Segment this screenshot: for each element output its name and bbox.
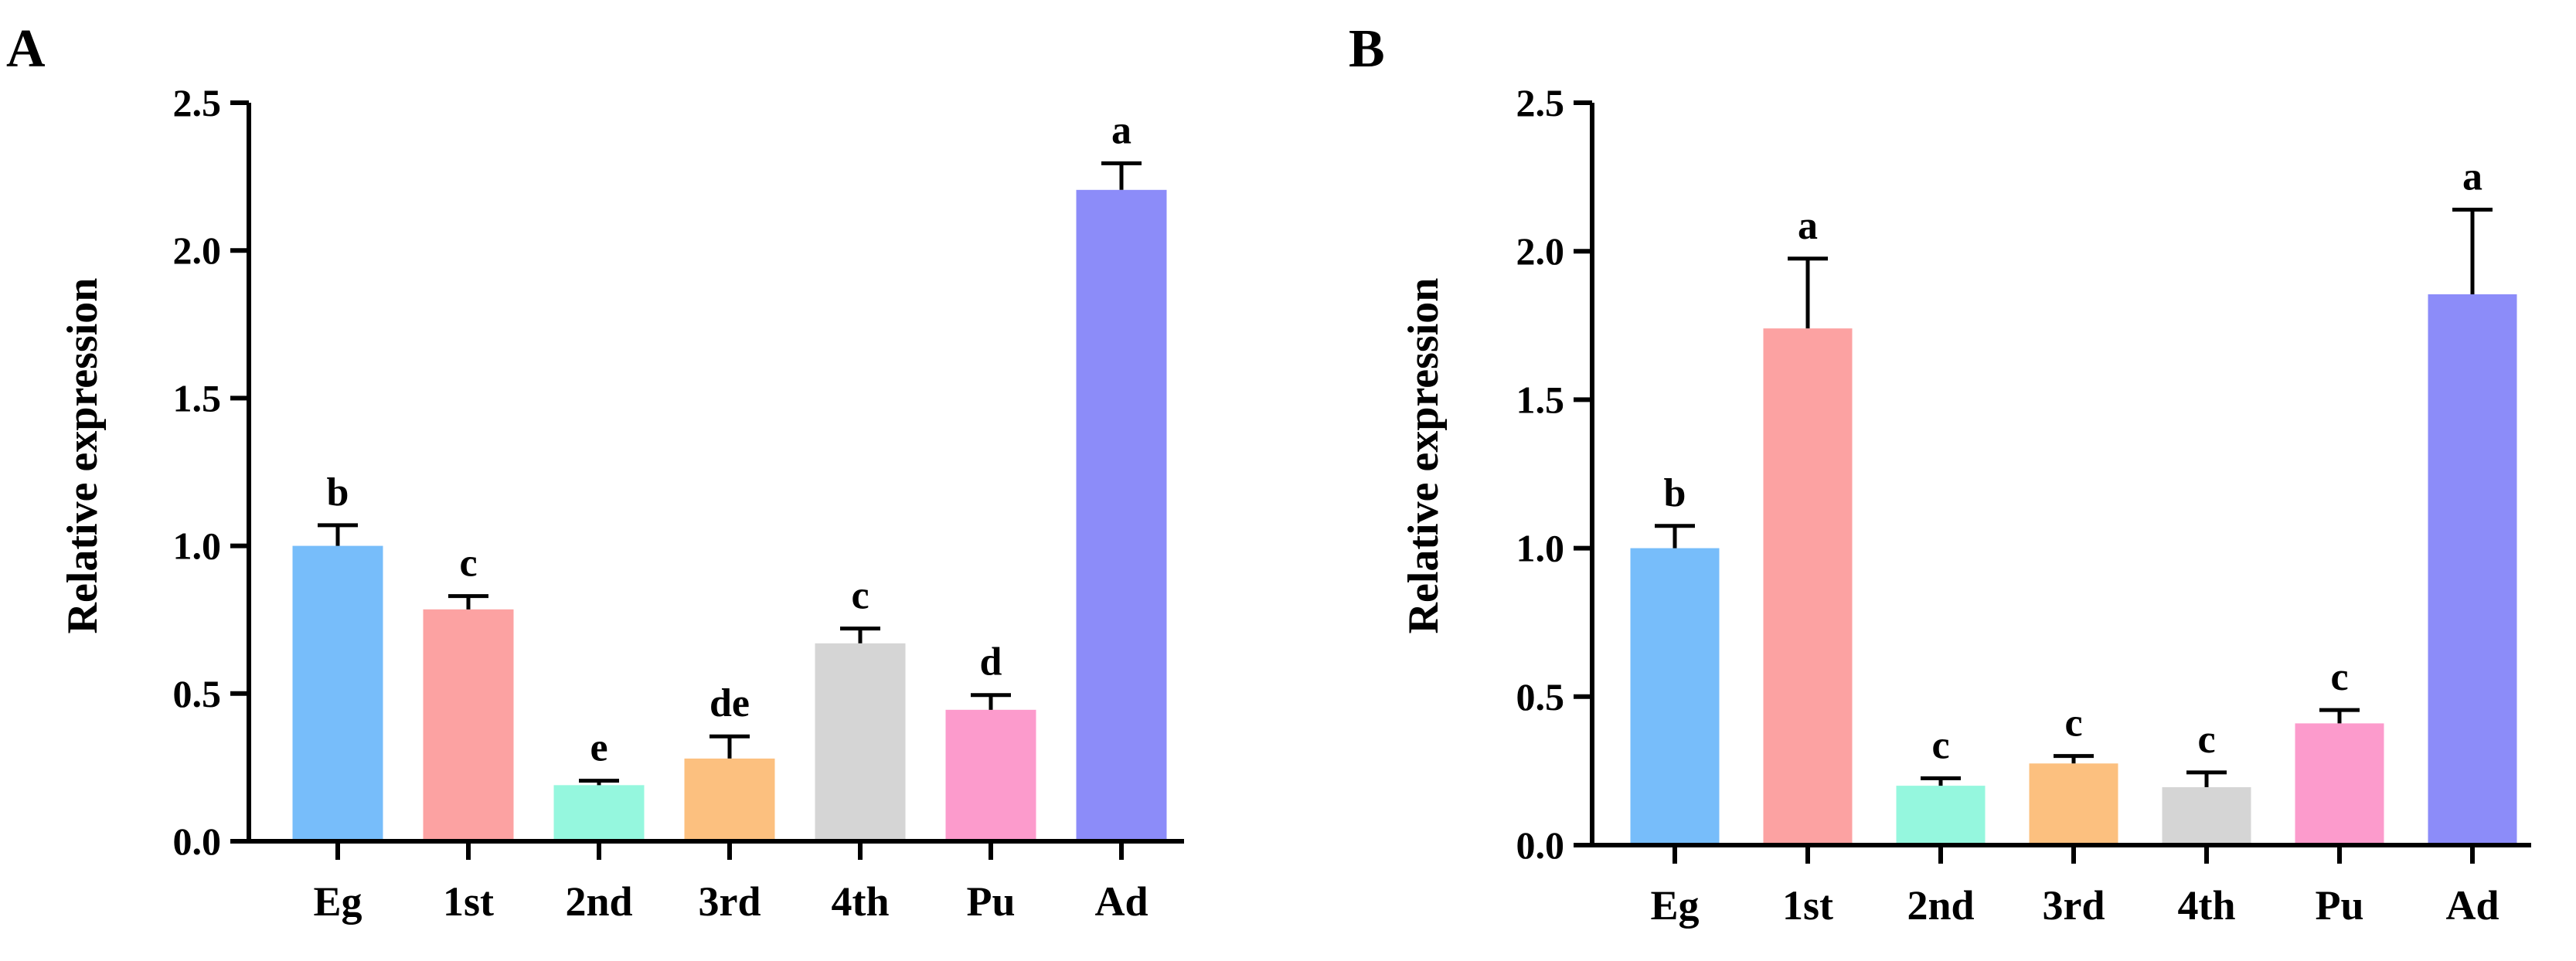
y-tick-label: 1.5: [1516, 378, 1565, 421]
x-tick-label: 1st: [443, 878, 494, 925]
bar-2nd: [1896, 786, 1986, 845]
error-bar: [2452, 207, 2493, 294]
significance-label: c: [851, 574, 869, 618]
panel-label: B: [1349, 19, 1385, 79]
error-bar: [971, 693, 1011, 710]
y-tick-label: 0.0: [173, 820, 222, 863]
bar-1st: [1763, 328, 1853, 845]
error-bar: [579, 779, 619, 786]
bar-eg: [292, 545, 383, 841]
bar-4th: [815, 643, 906, 841]
y-tick-label: 1.0: [173, 525, 222, 568]
x-tick-label: 3rd: [2043, 882, 2105, 929]
x-tick-label: 2nd: [565, 878, 632, 925]
y-tick-label: 1.0: [1516, 527, 1565, 570]
significance-label: e: [590, 726, 607, 770]
x-tick-label: Ad: [2445, 882, 2499, 929]
significance-label: a: [1111, 108, 1131, 152]
significance-label: b: [327, 470, 349, 514]
error-bar: [710, 734, 750, 759]
bar-pu: [2295, 723, 2384, 845]
axes: [1590, 103, 2531, 847]
x-tick-label: 1st: [1782, 882, 1833, 929]
significance-label: de: [710, 681, 750, 725]
error-bar: [840, 627, 880, 643]
error-bar: [2186, 770, 2227, 788]
significance-label: a: [2462, 155, 2482, 199]
significance-label: d: [980, 640, 1002, 684]
y-tick-label: 2.5: [173, 81, 222, 124]
panel-label: A: [6, 19, 46, 79]
bar-ad: [1076, 189, 1167, 842]
bar-ad: [2428, 294, 2517, 845]
significance-label: c: [2197, 718, 2215, 762]
x-tick-label: Pu: [966, 878, 1015, 925]
y-tick-label: 2.0: [173, 229, 222, 272]
x-tick-label: Eg: [313, 878, 362, 925]
y-tick-label: 0.5: [1516, 675, 1565, 718]
y-tick-label: 0.5: [173, 672, 222, 715]
y-tick-label: 1.5: [173, 376, 222, 419]
y-axis-label: Relative expression: [1400, 278, 1448, 634]
y-tick-label: 2.5: [1516, 81, 1565, 124]
error-bar: [448, 594, 488, 610]
bar-1st: [423, 609, 514, 841]
x-tick-label: Eg: [1650, 882, 1699, 929]
error-bar: [2319, 708, 2360, 724]
bar-3rd: [2029, 763, 2118, 845]
panel-b: B Relative expression 0.0 0.5 1.0 1.5 2.0 2.5…: [1349, 19, 2531, 929]
x-tick-label: 4th: [2177, 882, 2235, 929]
significance-label: c: [2064, 701, 2082, 745]
error-bar: [318, 523, 358, 546]
error-bar: [1101, 161, 1142, 190]
panel-a: A Relative expression 0.0 0.5 1.0 1.5 2.0 2.5…: [6, 19, 1184, 925]
error-bar: [1921, 776, 1961, 786]
y-tick-label: 2.0: [1516, 229, 1565, 273]
significance-label: c: [2330, 655, 2348, 699]
x-tick-label: 4th: [831, 878, 889, 925]
x-tick-label: 3rd: [699, 878, 761, 925]
bar-eg: [1630, 548, 1720, 845]
x-tick-label: 2nd: [1907, 882, 1974, 929]
x-tick-label: Ad: [1094, 878, 1148, 925]
chart-marks: 0.0 0.5 1.0 1.5 2.0 2.5 b Eg c 1st e 2nd de 3rd c 4th d P…: [173, 81, 1167, 925]
error-bar: [1655, 524, 1695, 548]
bar-2nd: [553, 785, 645, 841]
chart-marks: 0.0 0.5 1.0 1.5 2.0 2.5 b Eg a 1st c 2nd c 3rd c 4th c Pu…: [1516, 81, 2517, 929]
axes: [247, 103, 1184, 844]
significance-label: b: [1664, 471, 1686, 515]
significance-label: c: [459, 542, 477, 586]
error-bar: [2054, 754, 2094, 764]
significance-label: c: [1931, 724, 1949, 768]
x-tick-label: Pu: [2315, 882, 2363, 929]
y-tick-label: 0.0: [1516, 823, 1565, 867]
significance-label: a: [1798, 204, 1818, 248]
error-bar: [1788, 256, 1828, 329]
y-axis-label: Relative expression: [59, 278, 107, 634]
bar-4th: [2162, 787, 2251, 845]
bar-pu: [945, 709, 1036, 841]
bar-3rd: [684, 758, 775, 841]
